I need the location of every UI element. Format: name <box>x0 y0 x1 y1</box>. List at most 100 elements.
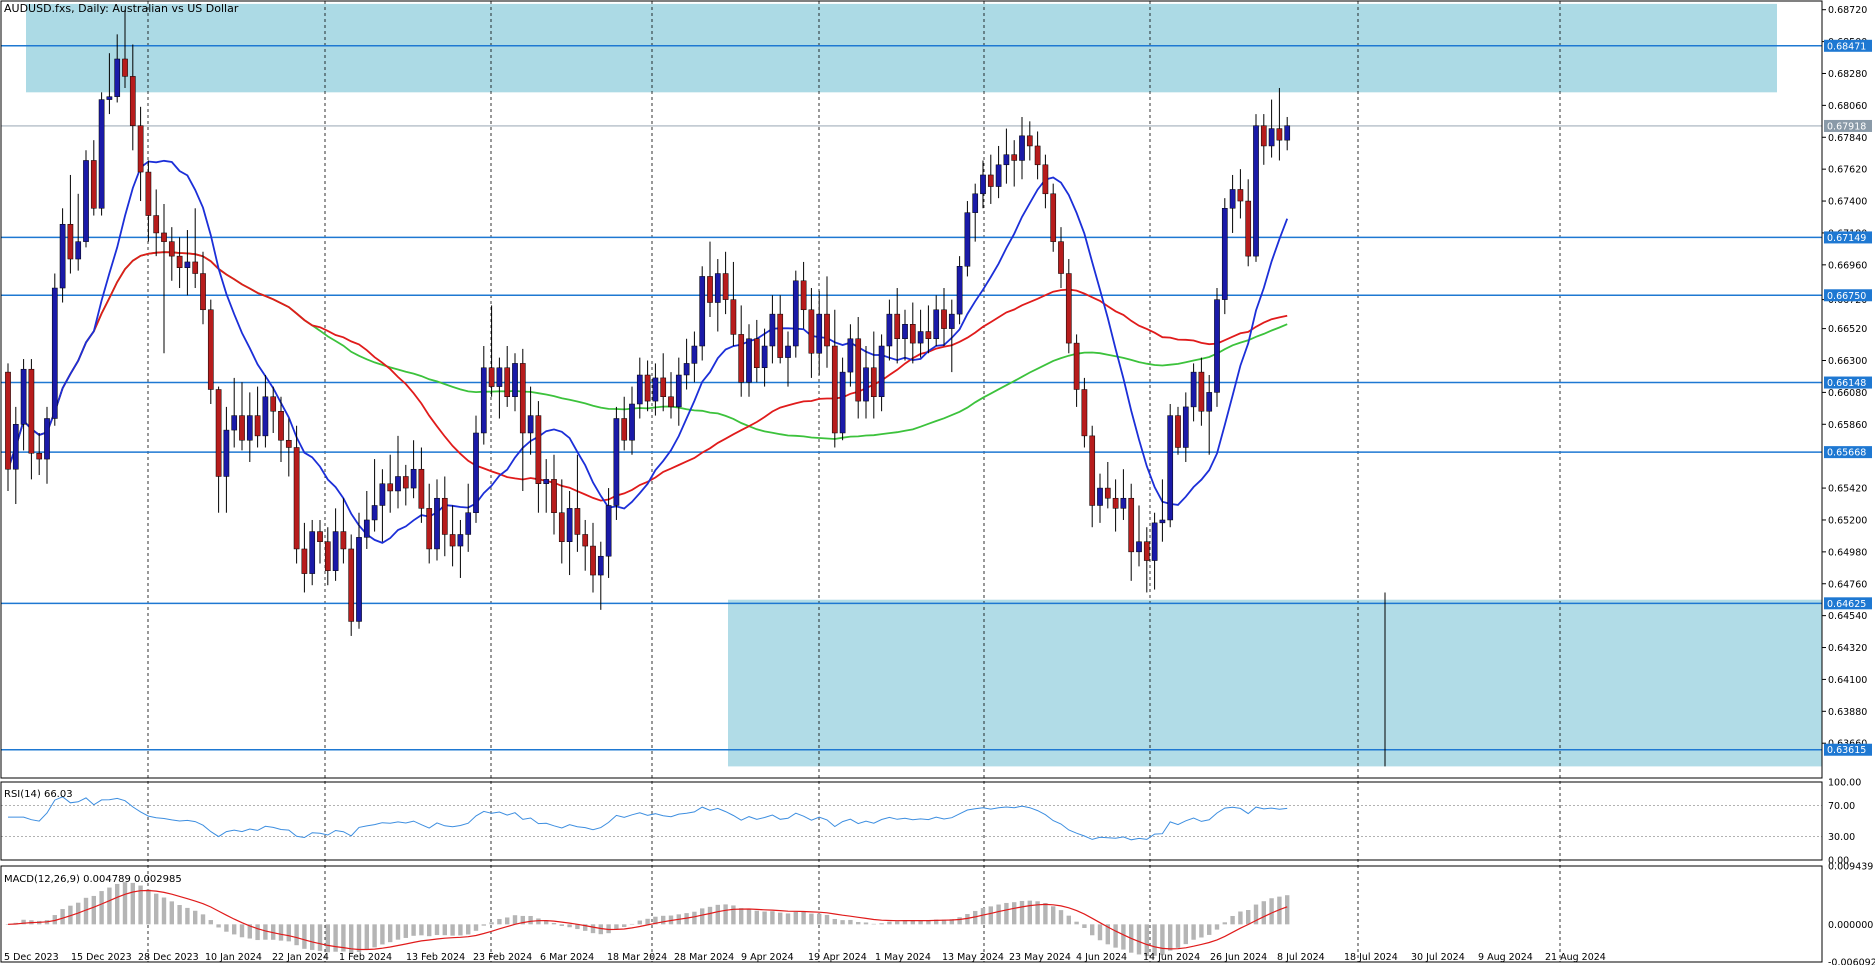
candle[interactable] <box>340 498 347 564</box>
candle[interactable] <box>465 483 472 552</box>
candle[interactable] <box>629 386 635 455</box>
candle[interactable] <box>457 519 464 578</box>
candle[interactable] <box>1253 114 1259 262</box>
candle[interactable] <box>839 357 846 441</box>
candle[interactable] <box>59 208 66 303</box>
candle[interactable] <box>239 382 245 451</box>
candle[interactable] <box>527 386 534 455</box>
candle[interactable] <box>67 174 74 274</box>
candle[interactable] <box>137 106 144 202</box>
candle[interactable] <box>262 375 269 448</box>
candle[interactable] <box>1050 183 1057 252</box>
candle[interactable] <box>473 415 479 523</box>
candle[interactable] <box>1011 140 1018 187</box>
candle[interactable] <box>909 302 916 364</box>
candle[interactable] <box>161 203 167 354</box>
candle[interactable] <box>1019 116 1025 180</box>
candle[interactable] <box>363 490 370 549</box>
candle[interactable] <box>1128 483 1135 581</box>
candle[interactable] <box>785 331 791 387</box>
candle[interactable] <box>1058 227 1064 289</box>
candle[interactable] <box>1245 179 1252 267</box>
candle[interactable] <box>597 541 604 610</box>
candle[interactable] <box>496 357 503 419</box>
candle[interactable] <box>1065 259 1072 354</box>
candle[interactable] <box>980 160 986 209</box>
candle[interactable] <box>707 241 713 318</box>
candle[interactable] <box>902 309 908 361</box>
candle[interactable] <box>387 454 394 513</box>
candle[interactable] <box>1159 479 1166 542</box>
candle[interactable] <box>566 490 573 576</box>
candle[interactable] <box>886 299 893 361</box>
candle[interactable] <box>410 440 417 499</box>
candle[interactable] <box>324 527 331 586</box>
candle[interactable] <box>543 459 550 513</box>
candle[interactable] <box>309 519 316 586</box>
candle[interactable] <box>215 386 222 513</box>
candle[interactable] <box>746 324 752 397</box>
candle[interactable] <box>1042 154 1049 209</box>
candle[interactable] <box>847 324 854 387</box>
candle[interactable] <box>1089 425 1096 528</box>
candle[interactable] <box>933 295 940 347</box>
candle[interactable] <box>83 150 89 248</box>
candle[interactable] <box>379 469 386 542</box>
candle[interactable] <box>36 432 43 476</box>
candle[interactable] <box>207 299 214 404</box>
candle[interactable] <box>480 346 487 445</box>
candle[interactable] <box>1237 169 1244 219</box>
candle[interactable] <box>246 392 253 462</box>
candle[interactable] <box>223 406 230 513</box>
candle[interactable] <box>356 512 362 629</box>
candle[interactable] <box>987 154 994 204</box>
candle[interactable] <box>917 309 924 358</box>
candle[interactable] <box>106 53 113 115</box>
candle[interactable] <box>972 183 979 242</box>
candle[interactable] <box>1214 288 1220 407</box>
candle[interactable] <box>551 454 557 535</box>
candle[interactable] <box>1097 473 1103 523</box>
candle[interactable] <box>824 276 830 368</box>
candle[interactable] <box>668 372 674 419</box>
candle[interactable] <box>1167 403 1174 528</box>
candle[interactable] <box>1143 527 1150 593</box>
candle[interactable] <box>1229 174 1236 233</box>
candle[interactable] <box>348 534 355 636</box>
candle[interactable] <box>5 363 11 491</box>
candle[interactable] <box>1221 198 1228 315</box>
candle[interactable] <box>200 251 206 325</box>
candle[interactable] <box>395 435 401 509</box>
candle[interactable] <box>98 92 105 216</box>
candle[interactable] <box>1081 377 1088 448</box>
candle[interactable] <box>1190 363 1197 422</box>
candle[interactable] <box>153 189 160 257</box>
candle[interactable] <box>270 386 277 433</box>
candle[interactable] <box>192 208 199 289</box>
candle[interactable] <box>582 519 589 571</box>
candle[interactable] <box>777 295 784 364</box>
candle[interactable] <box>675 357 682 426</box>
candle[interactable] <box>964 201 971 277</box>
candle[interactable] <box>831 309 838 448</box>
candle[interactable] <box>613 406 620 520</box>
candle[interactable] <box>168 227 175 281</box>
candle[interactable] <box>434 479 440 561</box>
candle[interactable] <box>1268 99 1275 158</box>
candle[interactable] <box>863 346 869 419</box>
candle[interactable] <box>90 140 97 216</box>
candle[interactable] <box>652 363 659 416</box>
candle[interactable] <box>1104 461 1111 509</box>
candle[interactable] <box>761 328 768 387</box>
candle[interactable] <box>792 270 799 358</box>
candle[interactable] <box>855 317 862 419</box>
candle[interactable] <box>278 396 284 462</box>
candle[interactable] <box>402 464 409 506</box>
candle[interactable] <box>956 256 963 325</box>
candle[interactable] <box>808 288 815 378</box>
candle[interactable] <box>426 483 433 564</box>
candle[interactable] <box>535 401 542 513</box>
candle[interactable] <box>925 305 932 354</box>
